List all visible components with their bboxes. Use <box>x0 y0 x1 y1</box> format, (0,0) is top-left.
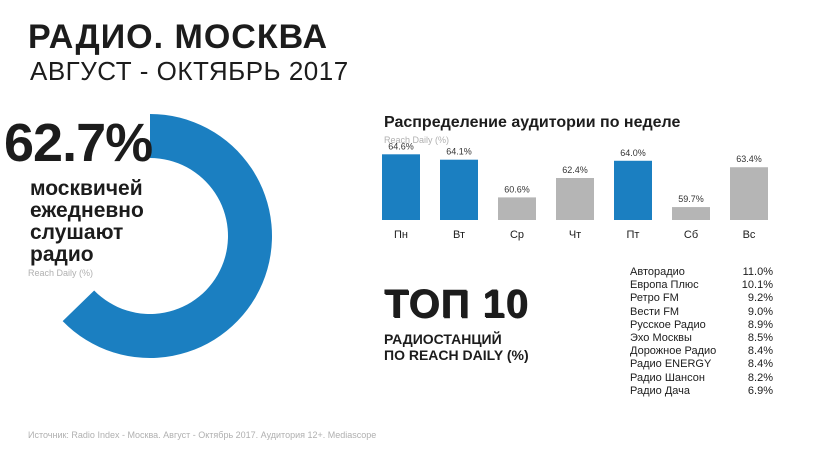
bar-value-label: 60.6% <box>504 184 530 194</box>
bar-value-label: 59.7% <box>678 194 704 204</box>
station-value: 8.4% <box>747 358 773 371</box>
stat-line-1: москвичей <box>30 177 143 200</box>
reach-value: 62.7% <box>4 113 153 173</box>
station-value: 8.2% <box>747 371 773 384</box>
station-name: Авторадио <box>630 266 685 278</box>
station-row: Ретро FM 9.2% <box>630 292 773 305</box>
station-value: 9.0% <box>747 305 773 318</box>
top10-title: ТОП 10 <box>384 282 529 326</box>
station-name: Радио Дача <box>630 384 691 397</box>
station-row: Радио ENERGY 8.4% <box>630 358 773 371</box>
bar-Вс <box>730 167 768 220</box>
station-name: Европа Плюс <box>630 279 699 292</box>
source-note: Источник: Radio Index - Москва. Август -… <box>28 430 377 440</box>
bar-Вт <box>440 159 478 220</box>
station-value: 11.0% <box>742 266 773 278</box>
week-chart-title: Распределение аудитории по неделе <box>384 114 681 131</box>
page-title: РАДИО. МОСКВА <box>28 18 328 56</box>
x-tick-label: Чт <box>569 229 581 241</box>
station-row: Дорожное Радио 8.4% <box>630 345 773 358</box>
station-value: 10.1% <box>741 279 773 292</box>
page-subtitle: АВГУСТ - ОКТЯБРЬ 2017 <box>30 56 349 86</box>
station-name: Ретро FM <box>630 292 679 305</box>
top10-subtitle-2: ПО REACH DAILY (%) <box>384 347 529 363</box>
station-name: Русское Радио <box>630 318 706 331</box>
bar-value-label: 64.6% <box>388 141 414 151</box>
station-row: Эхо Москвы 8.5% <box>630 332 773 345</box>
bar-Чт <box>556 178 594 220</box>
bar-Пт <box>614 160 652 220</box>
stat-line-2: ежедневно <box>30 199 144 222</box>
bar-Пн <box>382 154 420 220</box>
station-name: Дорожное Радио <box>630 345 717 358</box>
x-tick-label: Пн <box>394 229 408 241</box>
station-row: Радио Шансон 8.2% <box>630 372 773 385</box>
bar-value-label: 63.4% <box>736 154 762 164</box>
station-row: Русское Радио 8.9% <box>630 319 773 332</box>
stat-line-4: радио <box>30 243 94 266</box>
station-value: 8.9% <box>747 318 773 331</box>
station-name: Вести FM <box>630 305 680 318</box>
x-tick-label: Ср <box>510 229 524 241</box>
stat-line-3: слушают <box>30 221 124 244</box>
station-name: Радио ENERGY <box>630 358 712 371</box>
stat-note: Reach Daily (%) <box>28 268 94 278</box>
station-name: Эхо Москвы <box>630 331 692 344</box>
x-tick-label: Вс <box>743 229 756 241</box>
station-row: Радио Дача 6.9% <box>630 385 773 398</box>
bar-value-label: 62.4% <box>562 165 588 175</box>
station-row: Европа Плюс 10.1% <box>630 279 773 292</box>
top10-subtitle-1: РАДИОСТАНЦИЙ <box>384 331 502 347</box>
bar-Ср <box>498 197 536 220</box>
bar-value-label: 64.1% <box>446 147 472 157</box>
week-chart-ylabel: Reach Daily (%) <box>384 135 450 145</box>
donut-segment-listeners <box>62 114 273 358</box>
station-name: Радио Шансон <box>630 371 705 384</box>
bar-Сб <box>672 207 710 220</box>
station-row: Авторадио 11.0% <box>630 266 773 279</box>
station-value: 9.2% <box>747 292 773 305</box>
bar-value-label: 64.0% <box>620 148 646 158</box>
station-value: 8.5% <box>747 331 773 344</box>
top10-list: Авторадио 11.0% Европа Плюс 10.1% Ретро FM… <box>630 266 773 398</box>
x-tick-label: Сб <box>684 229 698 241</box>
station-value: 6.9% <box>747 384 773 397</box>
x-tick-label: Вт <box>453 229 465 241</box>
station-value: 8.4% <box>747 345 773 358</box>
x-tick-label: Пт <box>627 229 640 241</box>
station-row: Вести FM 9.0% <box>630 306 773 319</box>
